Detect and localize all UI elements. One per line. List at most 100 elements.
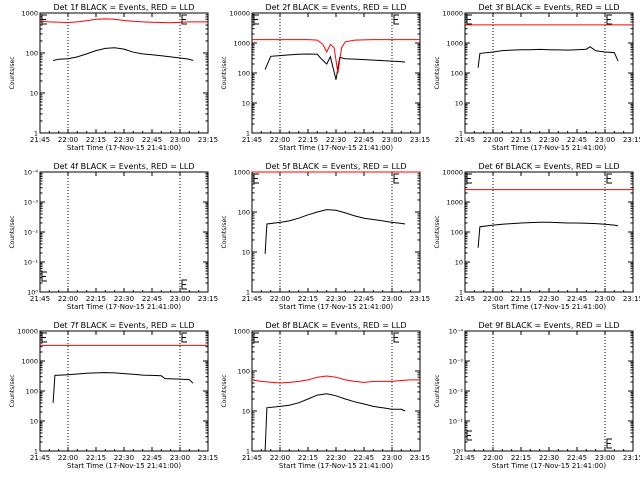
y-tick-label: 1 <box>34 130 38 138</box>
y-tick-label: 10⁻⁴ <box>24 169 39 177</box>
y-axis-label: Counts/sec <box>434 56 441 89</box>
y-tick-label: 1000 <box>21 358 38 366</box>
e-marker <box>466 173 472 184</box>
y-tick-label: 10⁻² <box>449 388 464 396</box>
y-tick-label: 10000 <box>229 10 250 18</box>
x-tick-label: 22:45 <box>142 454 162 462</box>
y-tick-label: 1 <box>246 448 250 456</box>
e-marker <box>253 173 259 184</box>
x-tick-label: 23:00 <box>170 454 190 462</box>
chart-panel: Det 5f BLACK = Events, RED = LLD 21:45 22:… <box>221 162 430 311</box>
y-tick-label: 10000 <box>442 169 463 177</box>
y-tick-label: 10000 <box>17 328 38 336</box>
x-tick-label: 21:45 <box>455 295 475 303</box>
x-axis-label: Start Time (17-Nov-15 21:41:00) <box>492 303 606 311</box>
series-line-lld <box>251 375 420 384</box>
e-marker <box>466 14 472 25</box>
x-tick-label: 23:15 <box>623 295 640 303</box>
x-tick-label: 23:15 <box>198 295 218 303</box>
chart-title: Det 3f BLACK = Events, RED = LLD <box>478 3 619 12</box>
x-tick-label: 21:45 <box>455 454 475 462</box>
chart-title: Det 8f BLACK = Events, RED = LLD <box>265 321 406 330</box>
y-tick-label: 10⁰ <box>27 289 38 297</box>
chart-title: Det 6f BLACK = Events, RED = LLD <box>478 162 619 171</box>
series-line-events <box>264 209 406 254</box>
series-line-events <box>264 53 406 80</box>
y-tick-label: 100 <box>238 209 250 217</box>
chart-panel: Det 8f BLACK = Events, RED = LLD 21:45 22:… <box>221 321 430 470</box>
e-marker <box>181 332 187 343</box>
y-tick-label: 1 <box>34 448 38 456</box>
series-line-events <box>477 46 619 68</box>
chart-panel: Det 7f BLACK = Events, RED = LLD 21:45 22:… <box>9 321 218 470</box>
x-tick-label: 23:00 <box>595 136 615 144</box>
x-tick-label: 22:15 <box>511 136 531 144</box>
x-tick-label: 22:45 <box>354 136 374 144</box>
series-line-events <box>264 393 406 452</box>
e-marker <box>393 332 399 343</box>
x-axis-label: Start Time (17-Nov-15 21:41:00) <box>67 462 181 470</box>
y-tick-label: 10 <box>30 90 38 98</box>
series-line-lld <box>39 18 208 24</box>
y-tick-label: 1000 <box>233 169 250 177</box>
x-tick-label: 22:15 <box>86 295 106 303</box>
y-tick-label: 10 <box>242 408 250 416</box>
x-tick-label: 21:45 <box>30 454 50 462</box>
plot-frame <box>39 171 209 293</box>
y-tick-label: 10⁻⁴ <box>449 328 464 336</box>
y-axis-label: Counts/sec <box>9 374 16 407</box>
x-tick-label: 22:15 <box>298 295 318 303</box>
x-tick-label: 22:15 <box>511 454 531 462</box>
chart-title: Det 1f BLACK = Events, RED = LLD <box>53 3 194 12</box>
x-tick-label: 22:30 <box>539 136 559 144</box>
y-tick-label: 10 <box>242 100 250 108</box>
x-tick-label: 23:00 <box>170 295 190 303</box>
x-tick-label: 23:00 <box>382 136 402 144</box>
x-axis-label: Start Time (17-Nov-15 21:41:00) <box>279 144 393 152</box>
x-tick-label: 21:45 <box>455 136 475 144</box>
x-tick-label: 22:30 <box>539 295 559 303</box>
x-tick-label: 22:00 <box>483 136 503 144</box>
x-tick-label: 22:00 <box>270 136 290 144</box>
x-tick-label: 21:45 <box>242 136 262 144</box>
y-tick-label: 100 <box>26 388 38 396</box>
x-tick-label: 22:15 <box>298 454 318 462</box>
x-tick-label: 22:00 <box>58 136 78 144</box>
y-tick-label: 1000 <box>233 328 250 336</box>
x-tick-label: 22:30 <box>326 295 346 303</box>
x-tick-label: 22:00 <box>483 454 503 462</box>
y-tick-label: 1 <box>246 289 250 297</box>
plot-frame <box>464 330 634 452</box>
x-tick-label: 22:45 <box>354 295 374 303</box>
y-tick-label: 10⁻¹ <box>24 259 39 267</box>
y-tick-label: 10⁻³ <box>24 199 39 207</box>
plot-frame <box>39 12 209 134</box>
x-axis-label: Start Time (17-Nov-15 21:41:00) <box>67 303 181 311</box>
x-tick-label: 22:30 <box>326 136 346 144</box>
x-tick-label: 23:00 <box>595 454 615 462</box>
x-tick-label: 23:15 <box>623 454 640 462</box>
x-tick-label: 21:45 <box>242 295 262 303</box>
x-tick-label: 21:45 <box>30 295 50 303</box>
e-marker <box>393 173 399 184</box>
y-tick-label: 10 <box>242 249 250 257</box>
e-marker <box>41 14 47 25</box>
y-tick-label: 10 <box>455 259 463 267</box>
plot-frame <box>251 171 421 293</box>
x-tick-label: 23:00 <box>382 454 402 462</box>
series-line-events <box>52 47 194 61</box>
y-tick-label: 10 <box>30 418 38 426</box>
y-tick-label: 1000 <box>233 40 250 48</box>
x-axis-label: Start Time (17-Nov-15 21:41:00) <box>492 144 606 152</box>
y-tick-label: 100 <box>238 368 250 376</box>
series-line-lld <box>252 39 420 74</box>
e-marker <box>393 14 399 25</box>
x-tick-label: 22:15 <box>298 136 318 144</box>
x-tick-label: 22:45 <box>142 136 162 144</box>
x-tick-label: 21:45 <box>30 136 50 144</box>
y-tick-label: 1 <box>459 130 463 138</box>
chart-panel: Det 1f BLACK = Events, RED = LLD 21:45 22:… <box>9 3 218 152</box>
y-axis-label: Counts/sec <box>9 215 16 248</box>
chart-title: Det 2f BLACK = Events, RED = LLD <box>265 3 406 12</box>
